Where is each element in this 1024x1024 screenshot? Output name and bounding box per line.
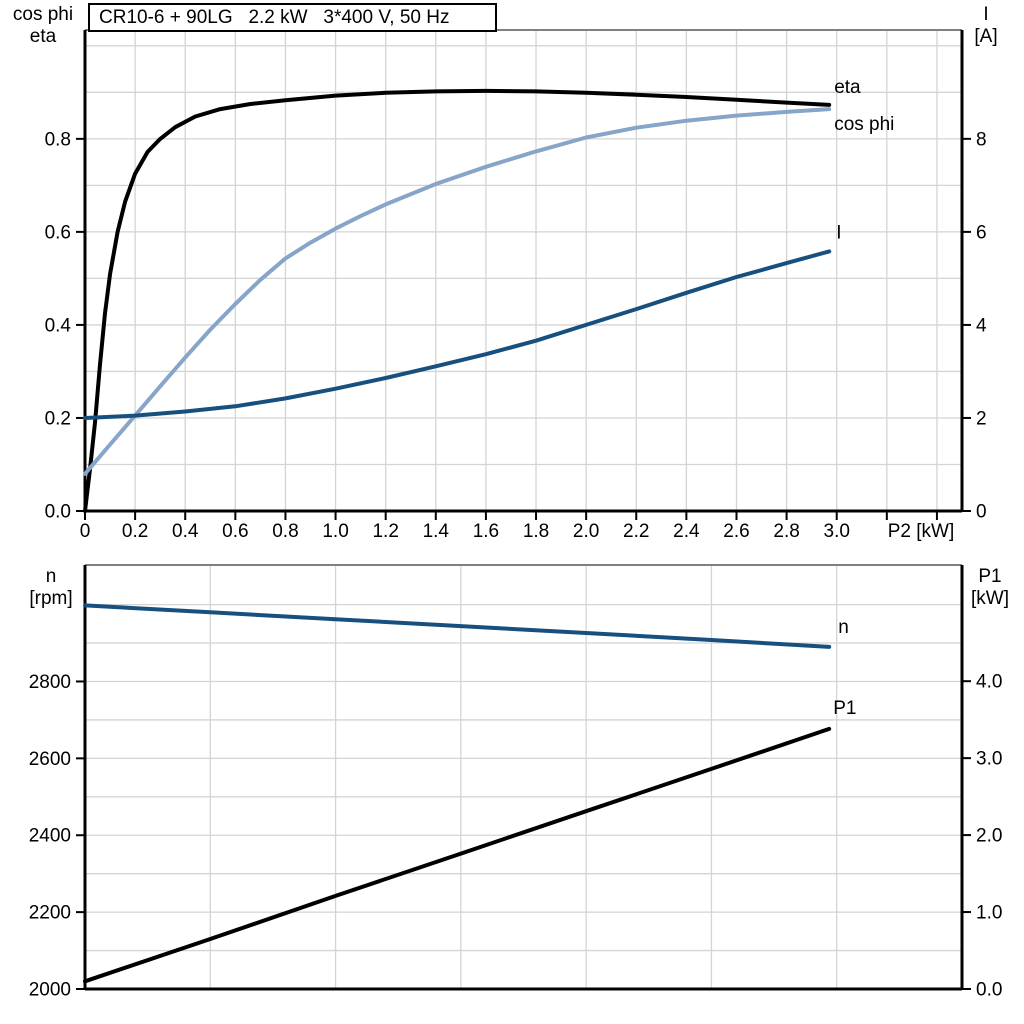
curve-i bbox=[83, 249, 832, 420]
curve-label-cos-phi: cos phi bbox=[834, 114, 894, 135]
right-tick-label: 2 bbox=[976, 408, 987, 429]
power-axis-label-line2: [kW] bbox=[971, 588, 1009, 609]
right-tick-label: 1.0 bbox=[976, 903, 1002, 924]
right-tick-label: 4 bbox=[976, 315, 987, 336]
x-tick-label: 1.8 bbox=[523, 521, 549, 542]
x-tick-label: 0.4 bbox=[172, 521, 199, 542]
curve-label-n: n bbox=[838, 617, 849, 638]
left-tick-label: 0.2 bbox=[45, 408, 71, 429]
left-tick-label: 2000 bbox=[29, 980, 71, 1001]
x-tick-label: 3.0 bbox=[824, 521, 850, 542]
bottom-right-axis-label: P1 [kW] bbox=[960, 566, 1020, 610]
x-tick-label: 0.2 bbox=[122, 521, 148, 542]
curve-label-p1: P1 bbox=[833, 698, 856, 719]
left-tick-label: 2400 bbox=[29, 826, 71, 847]
right-tick-label: 2.0 bbox=[976, 826, 1002, 847]
chart-speed-power: 2000 2200 2400 2600 2800 0.0 1.0 2.0 3.0 4.0 n P1 bbox=[29, 564, 1002, 1001]
chart-title: CR10-6 + 90LG 2.2 kW 3*400 V, 50 Hz bbox=[99, 6, 450, 28]
x-tick-label: 0.6 bbox=[222, 521, 248, 542]
curve-label-eta: eta bbox=[834, 77, 861, 98]
right-tick-label: 4.0 bbox=[976, 672, 1002, 693]
right-tick-label: 0 bbox=[976, 502, 987, 523]
top-left-axis-label: cos phi eta bbox=[6, 4, 80, 48]
curve-cos-phi bbox=[83, 107, 832, 476]
bottom-left-axis-label: n [rpm] bbox=[20, 566, 82, 610]
x-tick-label: 2.8 bbox=[773, 521, 799, 542]
left-tick-label: 2200 bbox=[29, 903, 71, 924]
left-tick-label: 0.0 bbox=[45, 502, 71, 523]
x-tick-label: 0 bbox=[80, 521, 91, 542]
left-tick-label: 0.8 bbox=[45, 129, 71, 150]
x-tick-label: 1.2 bbox=[372, 521, 398, 542]
x-tick-label: 1.6 bbox=[473, 521, 499, 542]
x-axis-title: P2 [kW] bbox=[888, 521, 955, 542]
right-tick-label: 8 bbox=[976, 129, 987, 150]
right-tick-label: 0.0 bbox=[976, 980, 1002, 1001]
chart-performance: 0 0.2 0.4 0.6 0.8 1.0 1.2 1.4 1.6 1.8 2.0 2.2 2.4 2.6… bbox=[45, 29, 987, 542]
top-right-axis-label: I [A] bbox=[962, 4, 1010, 48]
x-tick-label: 2.2 bbox=[623, 521, 649, 542]
chart-title-box: CR10-6 + 90LG 2.2 kW 3*400 V, 50 Hz bbox=[88, 3, 497, 32]
x-tick-label: 2.0 bbox=[573, 521, 599, 542]
left-tick-label: 2800 bbox=[29, 672, 71, 693]
x-tick-label: 1.0 bbox=[322, 521, 348, 542]
x-tick-label: 2.4 bbox=[673, 521, 700, 542]
speed-axis-label-line2: [rpm] bbox=[29, 588, 73, 609]
left-tick-label: 2600 bbox=[29, 749, 71, 770]
x-tick-label: 2.6 bbox=[723, 521, 749, 542]
right-axis-label-line1: I bbox=[983, 4, 989, 25]
left-axis-label-line1: cos phi bbox=[12, 4, 74, 25]
x-tick-label: 0.8 bbox=[272, 521, 298, 542]
left-tick-label: 0.6 bbox=[45, 222, 71, 243]
left-tick-label: 0.4 bbox=[45, 315, 72, 336]
right-tick-label: 3.0 bbox=[976, 749, 1002, 770]
left-axis-label-line2: eta bbox=[29, 26, 57, 47]
right-axis-label-line2: [A] bbox=[974, 26, 998, 47]
curve-label-i: I bbox=[836, 222, 841, 243]
curve-n bbox=[83, 603, 832, 649]
curve-eta bbox=[83, 88, 832, 513]
curve-p1 bbox=[83, 726, 832, 984]
x-tick-label: 1.4 bbox=[423, 521, 450, 542]
power-axis-label-line1: P1 bbox=[978, 566, 1002, 587]
right-tick-label: 6 bbox=[976, 222, 987, 243]
speed-axis-label-line1: n bbox=[45, 566, 57, 587]
